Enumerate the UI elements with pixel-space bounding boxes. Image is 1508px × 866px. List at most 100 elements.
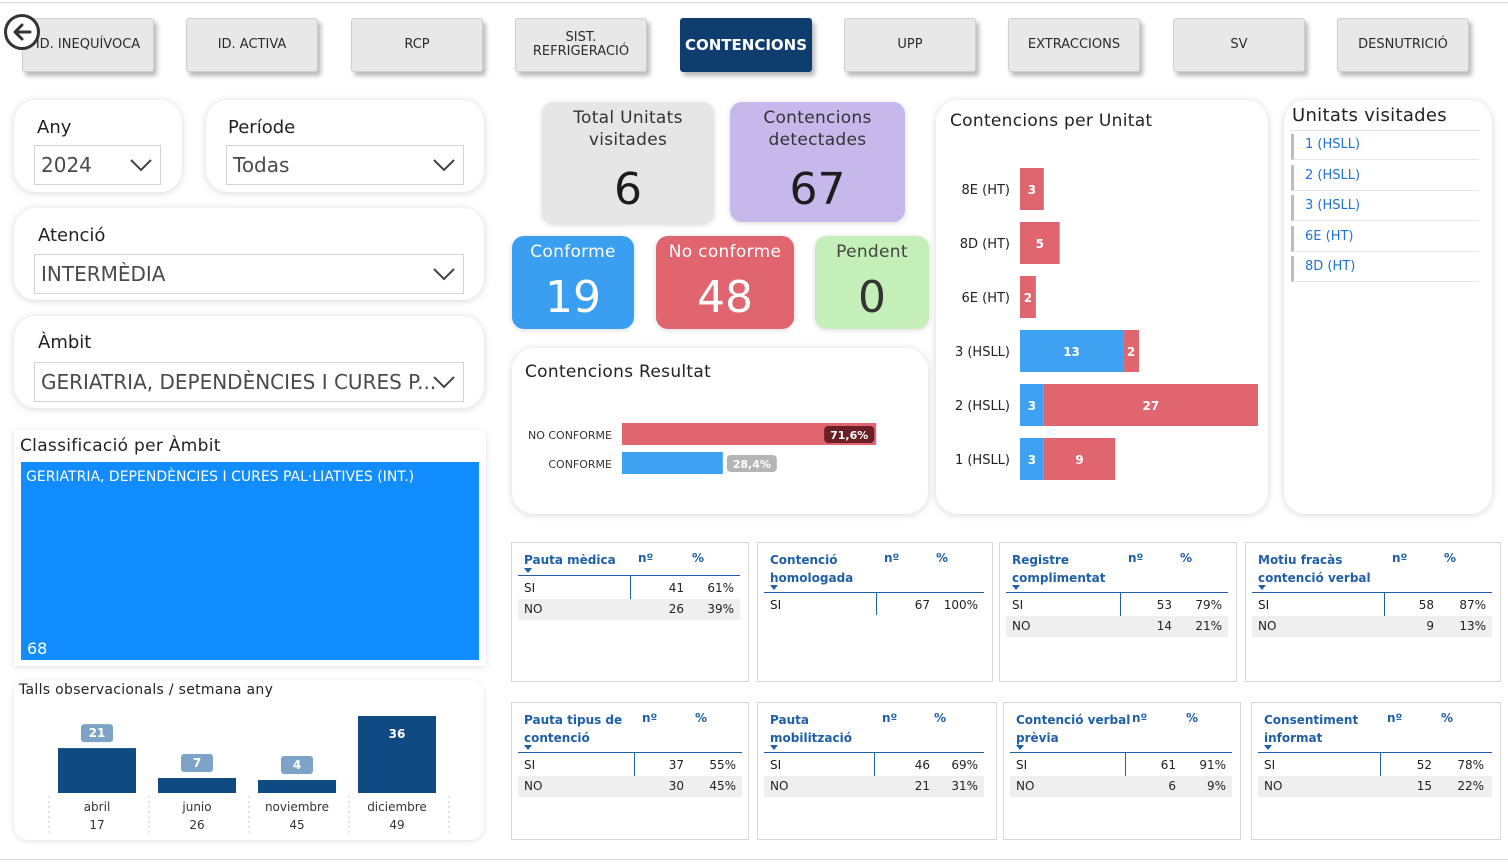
table-header-p[interactable]: % xyxy=(1180,551,1193,565)
per-unitat-bar xyxy=(1043,384,1258,426)
talls-bar xyxy=(258,780,336,793)
classificacio-treemap-tile[interactable]: GERIATRIA, DEPENDÈNCIES I CURES PAL·LIAT… xyxy=(21,462,479,660)
classificacio-tile-value: 68 xyxy=(27,639,48,658)
table-header-p[interactable]: % xyxy=(934,711,947,725)
per-unitat-category-label: 3 (HSLL) xyxy=(955,345,1010,360)
tab-id-inequivoca[interactable]: ID. INEQUÍVOCA xyxy=(22,18,154,72)
tab-extraccions[interactable]: EXTRACCIONS xyxy=(1008,18,1140,72)
table-header-line xyxy=(1258,752,1492,753)
back-button[interactable] xyxy=(4,14,40,50)
per-unitat-bar xyxy=(1020,168,1044,210)
any-value: 2024 xyxy=(41,153,92,177)
unit-item-2-hsll[interactable]: 2 (HSLL) xyxy=(1291,165,1479,191)
tab-desnutricio[interactable]: DESNUTRICIÓ xyxy=(1337,18,1469,72)
kpi-conforme: Conforme 19 xyxy=(512,236,634,329)
talls-sub-label: 49 xyxy=(389,818,404,832)
kpi-total-unitats-value: 6 xyxy=(614,164,642,215)
table-row: SI 41 61% xyxy=(524,581,734,595)
atencio-slicer-card: Atenció INTERMÈDIA xyxy=(14,208,484,300)
per-unitat-data-label: 2 xyxy=(1127,345,1135,359)
per-unitat-card: Contencions per Unitat 8E (HT) 3 8D (HT) 5 6… xyxy=(936,100,1268,514)
tab-upp[interactable]: UPP xyxy=(844,18,976,72)
talls-card: Talls observacionals / setmana any 21 abr… xyxy=(14,680,484,840)
kpi-contencions-detectades-label: Contencions detectades xyxy=(763,108,872,150)
table-contencio-verbal: Contenció verbal prèvia nº % SI 61 91% NO 6… xyxy=(1003,702,1241,840)
kpi-contencions-detectades-value: 67 xyxy=(789,164,846,215)
table-row: SI 46 69% xyxy=(770,758,978,772)
table-col-separator xyxy=(876,593,877,615)
kpi-conforme-label: Conforme xyxy=(530,242,616,262)
table-header-line xyxy=(1252,592,1492,593)
tab-rcp[interactable]: RCP xyxy=(351,18,483,72)
table-header-label[interactable]: Pauta mobilització xyxy=(770,713,852,745)
table-header-p[interactable]: % xyxy=(695,711,708,725)
per-unitat-bar xyxy=(1043,438,1116,480)
resultat-bar xyxy=(622,423,877,445)
table-header-label[interactable]: Contenció homologada xyxy=(770,553,854,585)
table-header-p[interactable]: % xyxy=(692,551,705,565)
table-registre-complimentat: Registre complimentat nº % SI 53 79% NO 14 2… xyxy=(999,542,1237,682)
unit-item-3-hsll[interactable]: 3 (HSLL) xyxy=(1291,195,1479,221)
tab-sist-refrigeracio[interactable]: SIST. REFRIGERACIÓ xyxy=(515,18,647,72)
table-pauta-medica: Pauta mèdica nº % SI 41 61% NO 26 39% xyxy=(511,542,749,682)
classificacio-tile-label: GERIATRIA, DEPENDÈNCIES I CURES PAL·LIAT… xyxy=(26,469,415,485)
table-header-label[interactable]: Pauta mèdica xyxy=(524,553,616,567)
any-dropdown[interactable]: 2024 xyxy=(34,145,161,185)
talls-bar xyxy=(358,716,436,793)
table-col-separator xyxy=(1120,593,1121,637)
table-header-label[interactable]: Registre complimentat xyxy=(1012,553,1106,585)
talls-title: Talls observacionals / setmana any xyxy=(19,682,274,698)
resultat-title: Contencions Resultat xyxy=(525,362,712,382)
atencio-dropdown[interactable]: INTERMÈDIA xyxy=(34,254,464,294)
table-pauta-tipus: Pauta tipus de contenció nº % SI 37 55% NO… xyxy=(511,702,749,840)
talls-data-label: 7 xyxy=(193,756,201,770)
table-row: SI 67 100% xyxy=(770,598,978,612)
table-header-p[interactable]: % xyxy=(936,551,949,565)
ambit-value: GERIATRIA, DEPENDÈNCIES I CURES P... xyxy=(41,370,437,394)
talls-data-label-bg xyxy=(181,754,213,773)
resultat-chart: NO CONFORME 71,6% CONFORME 28,4% xyxy=(528,423,877,474)
table-header-p[interactable]: % xyxy=(1186,711,1199,725)
per-unitat-bar xyxy=(1020,384,1044,426)
unitats-divider xyxy=(1290,130,1480,131)
talls-sub-label: 26 xyxy=(189,818,204,832)
table-header-p[interactable]: % xyxy=(1444,551,1457,565)
sort-down-icon xyxy=(1264,745,1272,750)
sort-down-icon xyxy=(1016,745,1024,750)
top-border xyxy=(0,2,1508,3)
sort-down-icon xyxy=(524,745,532,750)
tab-contencions[interactable]: CONTENCIONS xyxy=(680,18,812,72)
table-header-n[interactable]: nº xyxy=(638,551,654,565)
table-header-label[interactable]: Contenció verbal prèvia xyxy=(1016,713,1131,745)
table-row: SI 53 79% xyxy=(1012,598,1222,612)
table-col-separator xyxy=(1380,753,1381,797)
unit-item-6e-ht[interactable]: 6E (HT) xyxy=(1291,226,1479,252)
table-header-n[interactable]: nº xyxy=(642,711,658,725)
table-motiu-fracas: Motiu fracàs contenció verbal nº % SI 58 8… xyxy=(1245,542,1501,682)
kpi-total-unitats-label: Total Unitats visitades xyxy=(573,108,683,150)
table-header-label[interactable]: Pauta tipus de contenció xyxy=(524,713,623,745)
unit-item-1-hsll[interactable]: 1 (HSLL) xyxy=(1291,134,1479,160)
table-header-n[interactable]: nº xyxy=(884,551,900,565)
talls-chart: 21 abril 17 7 junio 26 4 noviembre 45 36 diciembre… xyxy=(48,716,450,836)
tab-id-activa[interactable]: ID. ACTIVA xyxy=(186,18,318,72)
table-header-n[interactable]: nº xyxy=(1128,551,1144,565)
per-unitat-bar xyxy=(1020,222,1060,264)
table-header-label[interactable]: Motiu fracàs contenció verbal xyxy=(1258,553,1371,585)
periode-label: Període xyxy=(228,117,296,138)
table-header-n[interactable]: nº xyxy=(1132,711,1148,725)
table-header-n[interactable]: nº xyxy=(1387,711,1403,725)
ambit-dropdown[interactable]: GERIATRIA, DEPENDÈNCIES I CURES P... xyxy=(34,362,464,402)
unit-item-8d-ht[interactable]: 8D (HT) xyxy=(1291,256,1479,282)
tab-sv[interactable]: SV xyxy=(1173,18,1305,72)
table-header-p[interactable]: % xyxy=(1441,711,1454,725)
table-row: SI 52 78% xyxy=(1264,758,1484,772)
periode-dropdown[interactable]: Todas xyxy=(226,145,464,185)
table-header-n[interactable]: nº xyxy=(1392,551,1408,565)
table-col-separator xyxy=(874,753,875,797)
table-header-label[interactable]: Consentiment informat xyxy=(1264,713,1359,745)
chevron-down-icon xyxy=(433,159,455,172)
talls-data-label-bg xyxy=(281,756,313,774)
table-header-n[interactable]: nº xyxy=(882,711,898,725)
bottom-border xyxy=(0,859,1508,860)
